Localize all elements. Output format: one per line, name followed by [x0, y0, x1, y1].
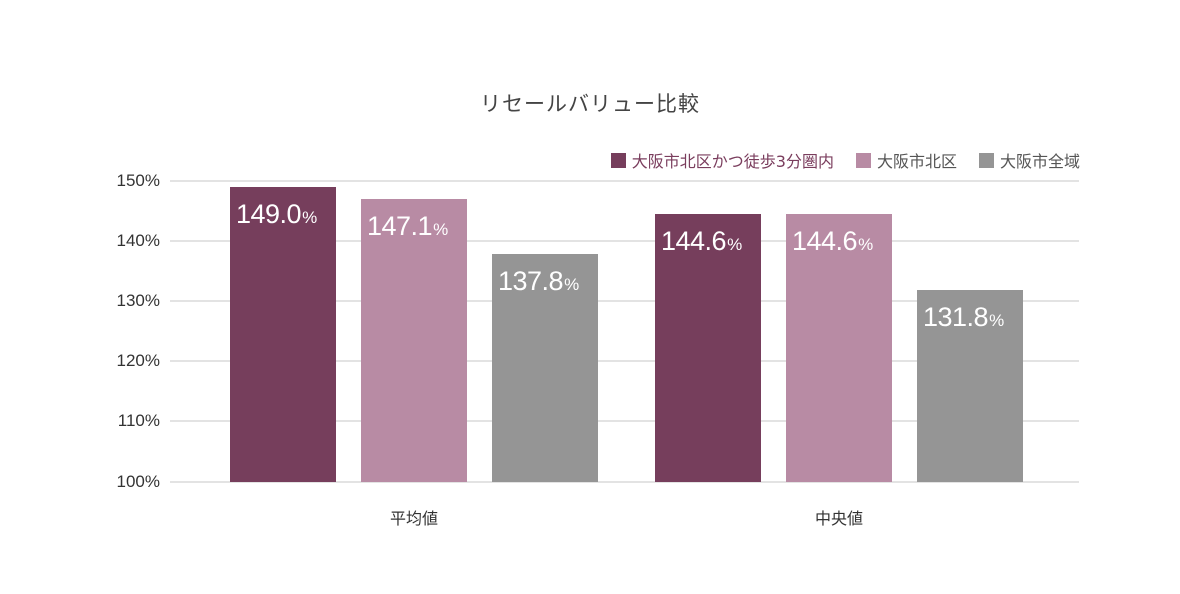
bar-value-label: 147.1%: [367, 211, 448, 241]
bar-median-kita-3min[interactable]: 144.6%: [655, 214, 761, 482]
legend-item-kita-3min[interactable]: 大阪市北区かつ徒歩3分圏内: [610, 148, 834, 172]
y-tick-label: 130%: [116, 291, 160, 310]
legend-swatch-icon: [610, 152, 626, 168]
bar-value-label: 131.8%: [923, 302, 1004, 332]
gridline-100: [170, 481, 1079, 483]
bar-average-kita-3min[interactable]: 149.0%: [230, 187, 336, 482]
y-tick-label: 140%: [116, 231, 160, 250]
gridline-120: [170, 360, 1079, 362]
gridline-150: [170, 180, 1079, 182]
legend-label: 大阪市北区: [876, 152, 957, 171]
bar-value-label: 144.6%: [792, 226, 873, 256]
legend-item-kita[interactable]: 大阪市北区: [855, 148, 957, 172]
bar-value-label: 149.0%: [236, 199, 317, 229]
bar-median-osaka-all[interactable]: 131.8%: [917, 290, 1023, 482]
x-tick-label-average: 平均値: [389, 509, 438, 528]
y-tick-label: 110%: [117, 411, 160, 430]
legend: 大阪市北区かつ徒歩3分圏内 大阪市北区 大阪市全域: [589, 148, 1080, 172]
legend-swatch-icon: [978, 152, 994, 168]
chart-title: リセールバリュー比較: [480, 92, 700, 116]
bar-value-label: 137.8%: [498, 266, 579, 296]
bar-value-label: 144.6%: [661, 226, 742, 256]
bar-average-kita[interactable]: 147.1%: [361, 199, 467, 482]
bar-median-kita[interactable]: 144.6%: [786, 214, 892, 482]
y-tick-label: 100%: [116, 472, 160, 491]
legend-label: 大阪市北区かつ徒歩3分圏内: [631, 152, 834, 171]
legend-item-osaka-all[interactable]: 大阪市全域: [978, 148, 1080, 172]
gridline-110: [170, 420, 1079, 422]
legend-label: 大阪市全域: [999, 152, 1080, 171]
y-tick-label: 120%: [116, 351, 160, 370]
gridline-130: [170, 300, 1079, 302]
x-tick-label-median: 中央値: [814, 509, 863, 528]
y-tick-label: 150%: [116, 171, 160, 190]
bar-average-osaka-all[interactable]: 137.8%: [492, 254, 598, 482]
gridline-140: [170, 240, 1079, 242]
legend-swatch-icon: [855, 152, 871, 168]
